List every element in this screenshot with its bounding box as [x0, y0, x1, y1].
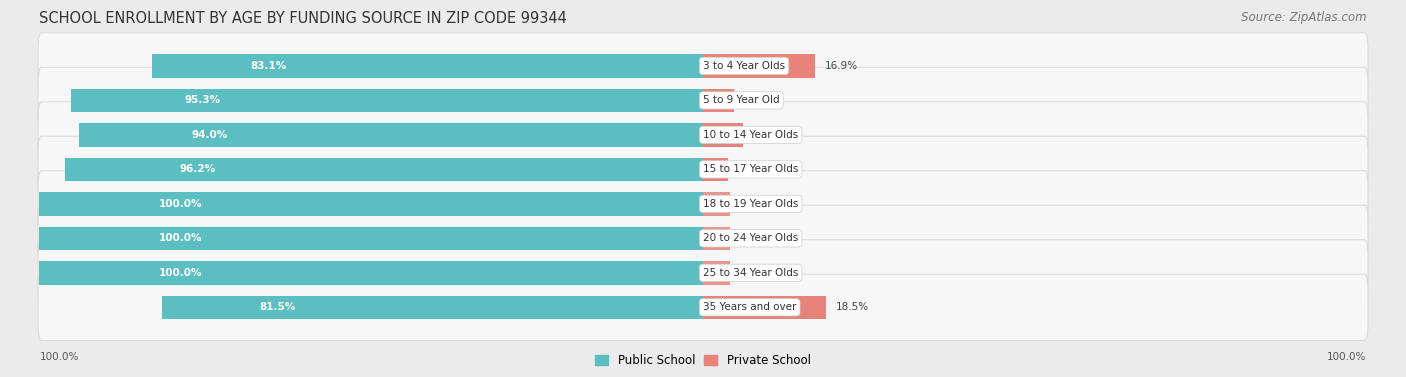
Bar [152, 54, 703, 78]
Bar [703, 227, 730, 250]
Bar [39, 227, 703, 250]
Text: 0.0%: 0.0% [740, 268, 766, 278]
FancyBboxPatch shape [38, 102, 1368, 168]
Text: Source: ZipAtlas.com: Source: ZipAtlas.com [1241, 11, 1367, 24]
Bar [703, 89, 734, 112]
Text: 25 to 34 Year Olds: 25 to 34 Year Olds [703, 268, 799, 278]
Text: 94.0%: 94.0% [191, 130, 228, 140]
FancyBboxPatch shape [38, 205, 1368, 271]
Text: 100.0%: 100.0% [159, 233, 202, 243]
Text: 16.9%: 16.9% [825, 61, 858, 71]
Text: 100.0%: 100.0% [1327, 352, 1367, 362]
FancyBboxPatch shape [38, 33, 1368, 99]
Bar [703, 261, 730, 285]
Text: 15 to 17 Year Olds: 15 to 17 Year Olds [703, 164, 799, 175]
Bar [162, 296, 703, 319]
Text: 4.7%: 4.7% [744, 95, 770, 106]
Text: 0.0%: 0.0% [740, 233, 766, 243]
Text: 18 to 19 Year Olds: 18 to 19 Year Olds [703, 199, 799, 209]
Legend: Public School, Private School: Public School, Private School [595, 354, 811, 367]
Bar [39, 261, 703, 285]
FancyBboxPatch shape [38, 274, 1368, 340]
Text: 96.2%: 96.2% [180, 164, 215, 175]
Text: 0.0%: 0.0% [740, 199, 766, 209]
Text: 81.5%: 81.5% [260, 302, 295, 312]
Text: 3.8%: 3.8% [738, 164, 765, 175]
Bar [703, 158, 728, 181]
Text: 100.0%: 100.0% [159, 268, 202, 278]
Text: 100.0%: 100.0% [159, 199, 202, 209]
FancyBboxPatch shape [38, 240, 1368, 306]
Text: 20 to 24 Year Olds: 20 to 24 Year Olds [703, 233, 799, 243]
Text: 6.0%: 6.0% [752, 130, 779, 140]
FancyBboxPatch shape [38, 67, 1368, 133]
Bar [703, 296, 825, 319]
Text: 3 to 4 Year Olds: 3 to 4 Year Olds [703, 61, 785, 71]
Text: 5 to 9 Year Old: 5 to 9 Year Old [703, 95, 779, 106]
Bar [79, 123, 703, 147]
Bar [703, 192, 730, 216]
Text: SCHOOL ENROLLMENT BY AGE BY FUNDING SOURCE IN ZIP CODE 99344: SCHOOL ENROLLMENT BY AGE BY FUNDING SOUR… [39, 11, 567, 26]
Bar [703, 54, 815, 78]
Text: 83.1%: 83.1% [250, 61, 287, 71]
Bar [703, 123, 742, 147]
FancyBboxPatch shape [38, 171, 1368, 237]
Bar [70, 89, 703, 112]
Text: 18.5%: 18.5% [835, 302, 869, 312]
Text: 10 to 14 Year Olds: 10 to 14 Year Olds [703, 130, 799, 140]
Text: 100.0%: 100.0% [39, 352, 79, 362]
Bar [65, 158, 703, 181]
Bar [39, 192, 703, 216]
Text: 35 Years and over: 35 Years and over [703, 302, 796, 312]
FancyBboxPatch shape [38, 136, 1368, 202]
Text: 95.3%: 95.3% [184, 95, 221, 106]
